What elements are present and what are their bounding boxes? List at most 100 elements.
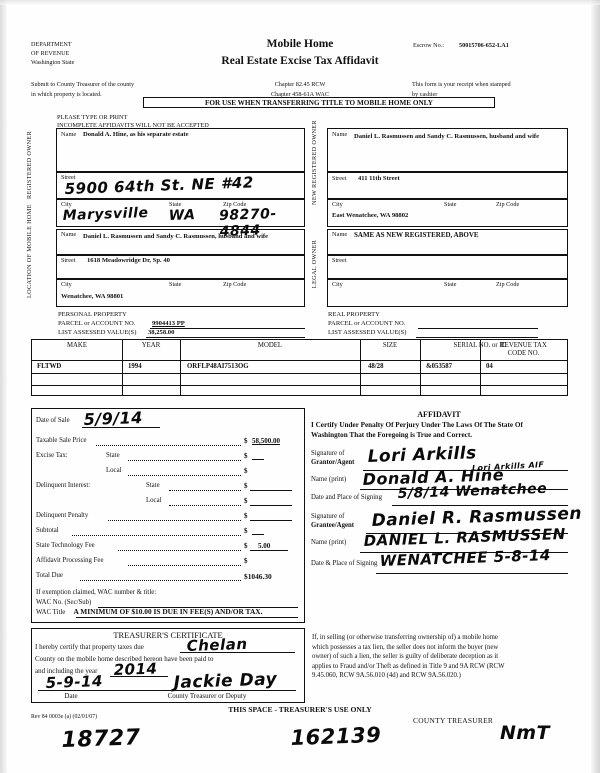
location-name-box: Name Daniel L. Rasmussen and Sandy C. Ra… <box>56 229 305 255</box>
grantor-signature-label-2: Grantor/Agent <box>311 459 355 466</box>
grantee-signature-label-2: Grantee/Agent <box>311 522 355 529</box>
vehicle-table: MAKE YEAR MODEL SIZE SERIAL NO. or ID RE… <box>31 339 568 396</box>
wac-title-label: WAC Title <box>36 609 66 616</box>
vehicle-row-model: ORFLP48AI7513OG <box>187 363 249 370</box>
location-street-value: 1618 Meadowridge Dr, Sp. 40 <box>87 257 170 264</box>
grantee-signature-label-1: Signature of <box>311 513 345 520</box>
escrow-number: 50015706-652-LA1 <box>459 42 509 49</box>
department-line-1: DEPARTMENT <box>31 41 72 48</box>
location-side-label: LOCATION OF MOBILE HOME <box>26 204 34 298</box>
vehicle-row-tax-code: 04 <box>486 363 493 370</box>
tax-line-value-7: 5.00 <box>258 542 271 550</box>
submit-line-1: Submit to County Treasurer of the county <box>31 81 135 88</box>
registered-owner-city-value: Marysville <box>62 205 149 224</box>
county-treasurer-label: COUNTY TREASURER <box>413 716 494 725</box>
personal-property-assessed-label: LIST ASSESSED VALUE(S) <box>58 329 137 336</box>
tax-line-value-0: 58,500.00 <box>252 437 280 445</box>
tax-line-label-3: Delinquent Interest: <box>36 482 91 489</box>
wac-number-label: WAC No. (Sec/Sub) <box>36 599 92 606</box>
registered-owner-side-label: REGISTERED OWNER <box>26 130 34 200</box>
registered-owner-zip-label: Zip Code <box>223 201 247 208</box>
location-zip-label: Zip Code <box>223 281 247 288</box>
new-registered-owner-city-label: City <box>332 201 343 208</box>
tax-line-label-7: State Technology Fee <box>36 542 95 549</box>
grantee-date-value: WENATCHEE 5-8-14 <box>379 546 552 570</box>
minimum-due-note: A MINIMUM OF $10.00 IS DUE IN FEE(S) AND… <box>73 607 263 616</box>
this-space-note: THIS SPACE - TREASURER'S USE ONLY <box>228 705 372 714</box>
receipt-note: This form is your receipt when stamped b… <box>412 80 511 99</box>
tax-lines: Taxable Sale Price $ 58,500.00 Excise Ta… <box>36 435 302 585</box>
tax-line-dollar-4: $ <box>244 497 248 505</box>
new-registered-owner-name-label: Name <box>332 131 348 138</box>
tax-line-dollar-3: $ <box>244 482 248 490</box>
tax-line-dollar-2: $ <box>244 467 248 475</box>
type-or-print-note: PLEASE TYPE OR PRINT <box>57 114 128 121</box>
registered-owner-name-label: Name <box>61 131 77 138</box>
new-registered-owner-state-label: State <box>444 201 457 208</box>
vehicle-col-year: YEAR <box>141 342 161 349</box>
legal-owner-street-box: Street <box>327 255 568 279</box>
real-property-assessed-label: LIST ASSESSED VALUE(S) <box>328 329 407 336</box>
real-property-parcel-label: PARCEL or ACCOUNT NO. <box>328 320 406 327</box>
form-revision: Rev 84 0003e (a) (02/01/07) <box>31 714 98 720</box>
legal-owner-name-box: Name SAME AS NEW REGISTERED, ABOVE <box>327 229 568 255</box>
grantor-signature-value: Lori Arkills <box>367 443 478 467</box>
tax-line-dollar-0: $ <box>244 437 248 445</box>
grantee-name-label: Name (print) <box>311 539 347 546</box>
grantor-name-label: Name (print) <box>311 476 347 483</box>
transfer-banner-text: FOR USE WHEN TRANSFERRING TITLE TO MOBIL… <box>205 99 433 107</box>
date-of-sale-value: 5/9/14 <box>83 407 144 429</box>
department-line-3: Washington State <box>31 59 75 66</box>
registered-owner-street-label: Street <box>61 174 76 181</box>
new-registered-owner-city-value: East Wenatchee, WA 98802 <box>332 212 409 219</box>
notice-line-1: If, in selling (or otherwise transferrin… <box>312 634 498 641</box>
real-property-heading: REAL PROPERTY <box>328 311 380 318</box>
incomplete-note: INCOMPLETE AFFIDAVITS WILL NOT BE ACCEPT… <box>57 122 209 129</box>
notice-line-4: applies to Fraud and/or Theft as defined… <box>312 662 505 670</box>
escrow-label: Escrow No.: <box>413 42 444 49</box>
location-city-value: Wenatchee, WA 98801 <box>61 293 124 300</box>
tax-line-label-0: Taxable Sale Price <box>36 437 87 444</box>
vehicle-col-tax-code-line2: CODE NO. <box>507 350 540 358</box>
tax-line-dollar-1: $ <box>244 452 248 460</box>
location-name-label: Name <box>61 231 77 238</box>
treasurer-line-3: and including the year <box>35 667 98 675</box>
treasurer-date-label: Date <box>64 692 78 700</box>
vehicle-col-tax-code-line1: REVENUE TAX <box>500 342 547 349</box>
treasurer-deputy-label: County Treasurer or Deputy <box>167 692 247 700</box>
tax-lien-notice: If, in selling (or otherwise transferrin… <box>312 633 568 681</box>
registered-owner-street-box: Street 5900 64th St. NE #42 <box>56 172 305 199</box>
tax-line-dollar-7: $ <box>244 542 248 550</box>
tax-line-sub-3: State <box>146 482 160 489</box>
submit-line-2: in which property is located. <box>31 90 102 98</box>
new-registered-owner-street-box: Street 411 11th Street <box>327 172 568 199</box>
tax-line-sub-2: Local <box>106 467 122 474</box>
location-name-value: Daniel L. Rasmussen and Sandy C. Rasmuss… <box>83 233 269 240</box>
location-state-label: State <box>169 281 182 288</box>
vehicle-col-serial: SERIAL NO. or ID <box>453 342 507 349</box>
location-city-label: City <box>61 281 72 288</box>
location-street-box: Street 1618 Meadowridge Dr, Sp. 40 <box>56 255 305 279</box>
new-registered-owner-side-label: NEW REGISTERED OWNER <box>311 120 319 205</box>
exemption-claimed-label: If exemption claimed, WAC number & title… <box>36 589 157 596</box>
affidavit-certify-line-2: Washington That the Foregoing is True an… <box>311 431 473 439</box>
legal-owner-side-text: LEGAL OWNER <box>311 239 318 289</box>
grantee-date-label: Date & Place of Signing <box>311 560 378 567</box>
treasurer-date-value: 5-9-14 <box>45 672 104 692</box>
vehicle-row-size: 48/28 <box>368 363 384 370</box>
registered-owner-city-label: City <box>61 201 72 208</box>
notice-line-3: owner) of such a lien, the seller is gui… <box>312 653 499 661</box>
legal-owner-street-label: Street <box>332 257 347 264</box>
chapter-line-1: Chapter 82.45 RCW <box>274 81 326 88</box>
chapter-line-2: Chapter 458-61A WAC <box>271 90 329 98</box>
legal-owner-city-label: City <box>332 281 343 288</box>
new-registered-owner-name-value: Daniel L. Rasmussen and Sandy C. Rasmuss… <box>354 133 540 140</box>
chapter-refs: Chapter 82.45 RCW Chapter 458-61A WAC <box>215 80 385 99</box>
registered-owner-name-value: Donald A. Hine, as his separate estate <box>83 131 189 138</box>
scan-edge-top <box>0 0 600 5</box>
location-street-label: Street <box>61 257 76 264</box>
vehicle-row-make: FLTWD <box>37 363 62 370</box>
notice-line-2: which possesses a tax lien, the seller d… <box>312 643 499 651</box>
grantor-signature-label-1: Signature of <box>311 450 345 457</box>
